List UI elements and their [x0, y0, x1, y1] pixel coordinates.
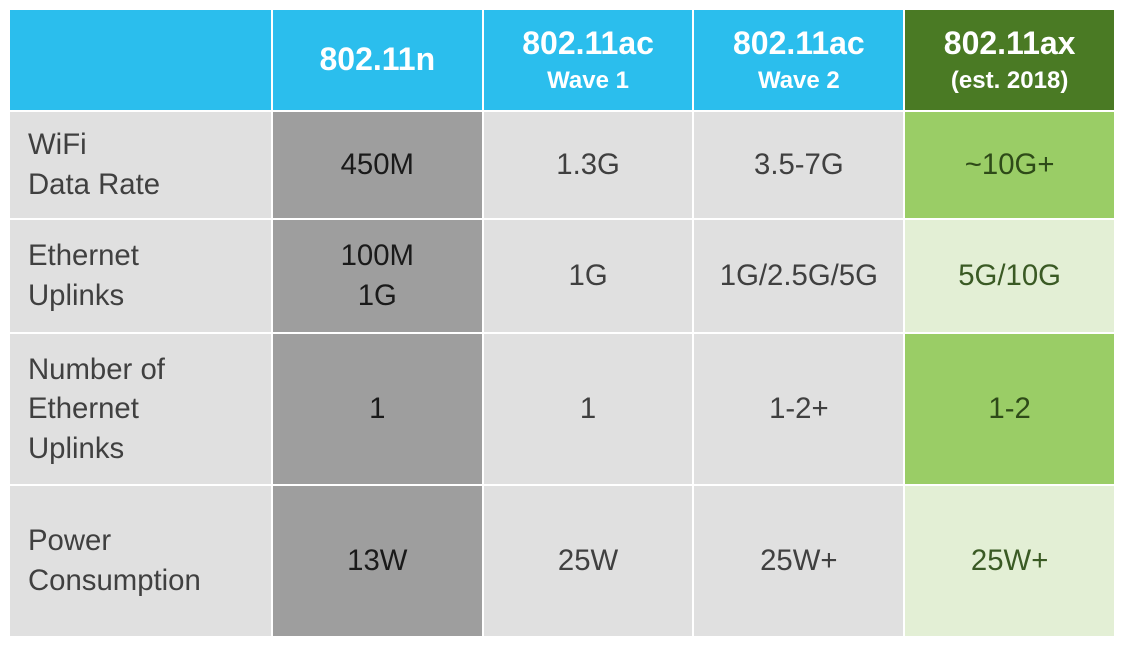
cell-r0-c2: 3.5-7G [694, 112, 903, 218]
row-label-1-line-0: Ethernet [28, 236, 139, 276]
cell-r0-c1-line-0: 1.3G [556, 145, 620, 185]
cell-r2-c0-line-0: 1 [369, 389, 385, 429]
cell-r3-c2-line-0: 25W+ [760, 541, 837, 581]
header-col-2-line-0: 802.11ac [522, 22, 654, 65]
cell-r3-c0-line-0: 13W [347, 541, 407, 581]
cell-r2-c2-line-0: 1-2+ [769, 389, 829, 429]
cell-r2-c0: 1 [273, 334, 482, 484]
row-label-1: EthernetUplinks [10, 220, 271, 332]
cell-r2-c3-line-0: 1-2 [988, 389, 1030, 429]
cell-r3-c3: 25W+ [905, 486, 1114, 636]
cell-r3-c1: 25W [484, 486, 693, 636]
row-label-2-line-2: Uplinks [28, 429, 124, 469]
cell-r3-c0: 13W [273, 486, 482, 636]
cell-r1-c1: 1G [484, 220, 693, 332]
row-label-1-line-1: Uplinks [28, 276, 124, 316]
header-col-3-line-0: 802.11ac [733, 22, 865, 65]
row-label-3: PowerConsumption [10, 486, 271, 636]
cell-r1-c0-line-0: 100M [341, 236, 414, 276]
cell-r0-c3: ~10G+ [905, 112, 1114, 218]
cell-r2-c2: 1-2+ [694, 334, 903, 484]
row-label-0: WiFiData Rate [10, 112, 271, 218]
row-label-2-line-1: Ethernet [28, 389, 139, 429]
cell-r2-c1: 1 [484, 334, 693, 484]
header-col-3: 802.11acWave 2 [694, 10, 903, 110]
cell-r3-c3-line-0: 25W+ [971, 541, 1048, 581]
header-col-1-line-0: 802.11n [319, 38, 435, 81]
cell-r0-c0-line-0: 450M [341, 145, 414, 185]
header-col-4: 802.11ax(est. 2018) [905, 10, 1114, 110]
cell-r1-c3-line-0: 5G/10G [958, 256, 1061, 296]
cell-r1-c1-line-0: 1G [569, 256, 608, 296]
cell-r1-c2: 1G/2.5G/5G [694, 220, 903, 332]
cell-r1-c3: 5G/10G [905, 220, 1114, 332]
cell-r1-c0: 100M1G [273, 220, 482, 332]
wifi-standards-table: 802.11n802.11acWave 1802.11acWave 2802.1… [10, 10, 1114, 636]
cell-r2-c1-line-0: 1 [580, 389, 596, 429]
header-empty [10, 10, 271, 110]
header-col-2: 802.11acWave 1 [484, 10, 693, 110]
cell-r3-c1-line-0: 25W [558, 541, 618, 581]
cell-r0-c1: 1.3G [484, 112, 693, 218]
header-col-4-line-0: 802.11ax [944, 22, 1076, 65]
header-col-1: 802.11n [273, 10, 482, 110]
row-label-3-line-0: Power [28, 521, 111, 561]
header-col-4-line-1: (est. 2018) [951, 65, 1068, 97]
row-label-0-line-0: WiFi [28, 125, 87, 165]
cell-r2-c3: 1-2 [905, 334, 1114, 484]
row-label-2: Number ofEthernetUplinks [10, 334, 271, 484]
cell-r1-c0-line-1: 1G [358, 276, 397, 316]
row-label-3-line-1: Consumption [28, 561, 201, 601]
header-col-3-line-1: Wave 2 [758, 65, 840, 97]
cell-r3-c2: 25W+ [694, 486, 903, 636]
row-label-0-line-1: Data Rate [28, 165, 160, 205]
row-label-2-line-0: Number of [28, 350, 165, 390]
header-col-2-line-1: Wave 1 [547, 65, 629, 97]
cell-r0-c3-line-0: ~10G+ [965, 145, 1055, 185]
cell-r0-c0: 450M [273, 112, 482, 218]
cell-r1-c2-line-0: 1G/2.5G/5G [720, 256, 878, 296]
cell-r0-c2-line-0: 3.5-7G [754, 145, 844, 185]
